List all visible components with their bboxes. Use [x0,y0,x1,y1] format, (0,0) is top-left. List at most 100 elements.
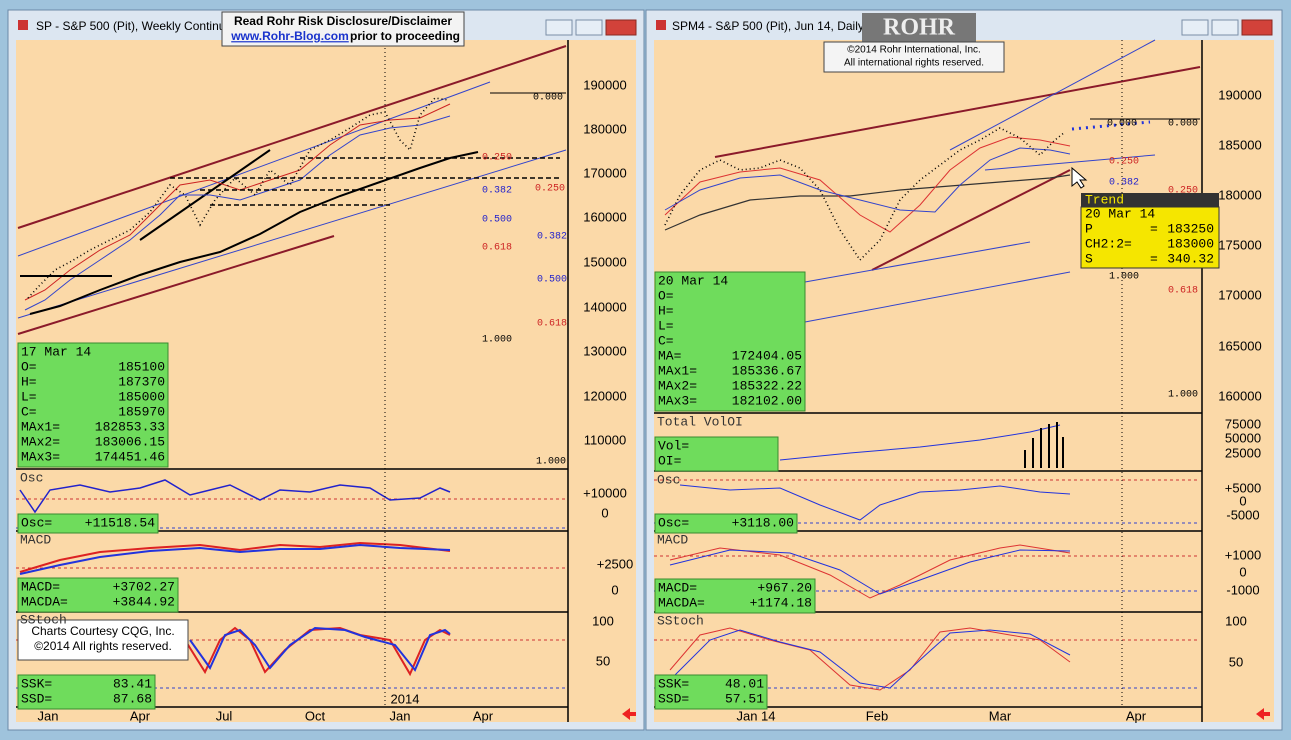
axis-label: 160000 [583,209,626,224]
axis-label: 25000 [1225,445,1261,460]
credit-box [17,619,189,661]
left-price-drawing [17,45,567,335]
data-value: 48.01 [725,676,764,691]
date-label: Jul [216,708,233,723]
data-label: MAx3= [658,393,697,408]
data-label: MACDA= [658,595,705,610]
data-value: +3118.00 [732,515,794,530]
data-label: Osc= [21,515,52,530]
fib-label: 1.000 [1168,390,1198,401]
data-label: MAx3= [21,449,60,464]
axis-label: 100 [1225,613,1247,628]
date-label: Oct [305,708,326,723]
data-value: +11518.54 [85,515,155,530]
axis-label: 0 [1239,564,1246,579]
data-label: L= [658,318,674,333]
axis-label: 75000 [1225,416,1261,431]
fib-label: 0.000 [1168,119,1198,130]
pane-label: MACD [20,532,51,547]
trend-label: S [1085,251,1093,266]
data-label: MAx1= [658,363,697,378]
date-label: Feb [866,708,888,723]
close-button[interactable] [605,19,637,36]
fib-label: 1.000 [1109,272,1139,283]
data-box [654,436,779,472]
disclaimer-link[interactable]: www.Rohr-Blog.com [230,29,349,43]
axis-label: 165000 [1218,338,1261,353]
copyright: All international rights reserved. [844,58,984,69]
close-button[interactable] [1241,19,1273,36]
scroll-arrow[interactable] [1256,708,1270,720]
disclaimer: Read Rohr Risk Disclosure/Disclaimer [234,14,452,28]
axis-label: 100 [592,613,614,628]
trend-date: 20 Mar 14 [1085,206,1155,221]
fib-label: 0.000 [533,93,563,104]
data-value: 185322.22 [732,378,802,393]
logo: ROHR [883,15,956,41]
data-value: 83.41 [113,676,152,691]
pane-label: MACD [657,532,688,547]
copyright: ©2014 Rohr International, Inc. [847,45,981,56]
data-box [17,342,169,468]
disclaimer-box [221,11,465,47]
data-value: 182853.33 [95,419,165,434]
data-label: MAx2= [21,434,60,449]
data-label: C= [658,333,674,348]
data-label: O= [21,359,37,374]
data-label: Osc= [658,515,689,530]
fib-label: 0.618 [1168,286,1198,297]
data-value: +3702.27 [113,579,175,594]
data-value: +3844.92 [113,594,175,609]
fib-label: 0.000 [1107,119,1137,130]
pane-label: Osc [20,470,43,485]
minimize-button[interactable] [545,19,573,36]
data-value: +967.20 [757,580,812,595]
icon [18,20,28,30]
axis-label: 50 [596,653,610,668]
data-value: 182102.00 [732,393,802,408]
axis-label: +1000 [1225,547,1262,562]
trend-title: Trend [1085,192,1124,207]
fib-label: 0.250 [535,184,565,195]
data-label: MACD= [658,580,697,595]
data-label: MACDA= [21,594,68,609]
fib-label: 0.382 [482,186,512,197]
data-label: MACD= [21,579,60,594]
fib-label: 0.382 [537,232,567,243]
icon [656,20,666,30]
data-label: SSD= [658,691,689,706]
fib-label: 0.250 [482,153,512,164]
trend-eq: = [1150,221,1158,236]
trend-header [1081,193,1219,207]
maximize-button[interactable] [575,19,603,36]
axis-label: 140000 [583,299,626,314]
scroll-arrow[interactable] [622,708,636,720]
right-price-drawing [664,39,1201,323]
axis-label: -1000 [1226,582,1259,597]
data-value: +1174.18 [750,595,812,610]
minimize-button[interactable] [1181,19,1209,36]
data-value: 185970 [118,404,165,419]
data-value: 87.68 [113,691,152,706]
data-value: 185100 [118,359,165,374]
data-date: 20 Mar 14 [658,273,728,288]
maximize-button[interactable] [1211,19,1239,36]
fib-label: 0.618 [537,319,567,330]
fib-label: 0.382 [1109,178,1139,189]
data-value: 172404.05 [732,348,802,363]
logo-box [862,13,976,43]
data-label: C= [21,404,37,419]
trend-label: P [1085,221,1093,236]
data-value: 57.51 [725,691,764,706]
date-label: Jan 14 [736,708,775,723]
axis-label: 0 [1239,493,1246,508]
data-label: MAx2= [658,378,697,393]
fib-label: 0.250 [1109,157,1139,168]
pane-label: Osc [657,472,680,487]
axis-label: 190000 [583,77,626,92]
credit: ©2014 All rights reserved. [34,639,172,653]
data-label: O= [658,288,674,303]
date-label: Apr [130,708,151,723]
data-box [17,513,159,534]
data-value: 174451.46 [95,449,165,464]
